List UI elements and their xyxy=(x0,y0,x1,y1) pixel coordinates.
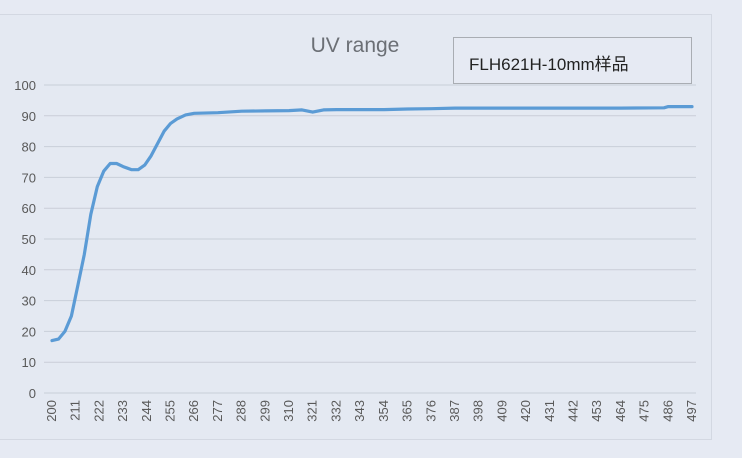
x-tick-label: 288 xyxy=(234,400,249,422)
x-tick-label: 431 xyxy=(542,400,557,422)
x-tick-label: 332 xyxy=(328,400,343,422)
x-tick-label: 420 xyxy=(518,400,533,422)
x-tick-label: 222 xyxy=(91,400,106,422)
y-tick-label: 20 xyxy=(22,324,36,339)
x-tick-label: 497 xyxy=(684,400,699,422)
x-tick-label: 321 xyxy=(305,400,320,422)
x-tick-label: 376 xyxy=(423,400,438,422)
x-tick-label: 453 xyxy=(589,400,604,422)
x-tick-label: 464 xyxy=(613,400,628,422)
x-tick-label: 200 xyxy=(44,400,59,422)
x-tick-label: 398 xyxy=(471,400,486,422)
chart-title: UV range xyxy=(311,34,400,57)
y-tick-label: 70 xyxy=(22,170,36,185)
x-tick-label: 299 xyxy=(257,400,272,422)
x-tick-label: 343 xyxy=(352,400,367,422)
x-tick-label: 211 xyxy=(68,400,83,421)
x-tick-label: 233 xyxy=(115,400,130,422)
x-tick-label: 365 xyxy=(400,400,415,422)
y-tick-label: 40 xyxy=(22,263,36,278)
x-tick-label: 442 xyxy=(565,400,580,422)
x-tick-label: 277 xyxy=(210,400,225,422)
y-tick-label: 90 xyxy=(22,109,36,124)
x-tick-label: 486 xyxy=(660,400,675,422)
x-tick-label: 244 xyxy=(139,400,154,422)
y-tick-label: 10 xyxy=(22,355,36,370)
y-tick-label: 80 xyxy=(22,140,36,155)
y-tick-label: 0 xyxy=(29,386,36,401)
legend-textbox: FLH621H-10mm样品 xyxy=(453,37,692,84)
y-tick-label: 100 xyxy=(14,78,36,93)
x-tick-label: 475 xyxy=(637,400,652,422)
x-tick-label: 310 xyxy=(281,400,296,422)
x-tick-label: 354 xyxy=(376,400,391,422)
y-tick-label: 30 xyxy=(22,294,36,309)
x-tick-label: 409 xyxy=(494,400,509,422)
y-tick-label: 50 xyxy=(22,232,36,247)
x-tick-label: 255 xyxy=(163,400,178,422)
x-tick-label: 266 xyxy=(186,400,201,422)
y-tick-label: 60 xyxy=(22,201,36,216)
x-tick-label: 387 xyxy=(447,400,462,422)
series-line xyxy=(50,105,694,343)
